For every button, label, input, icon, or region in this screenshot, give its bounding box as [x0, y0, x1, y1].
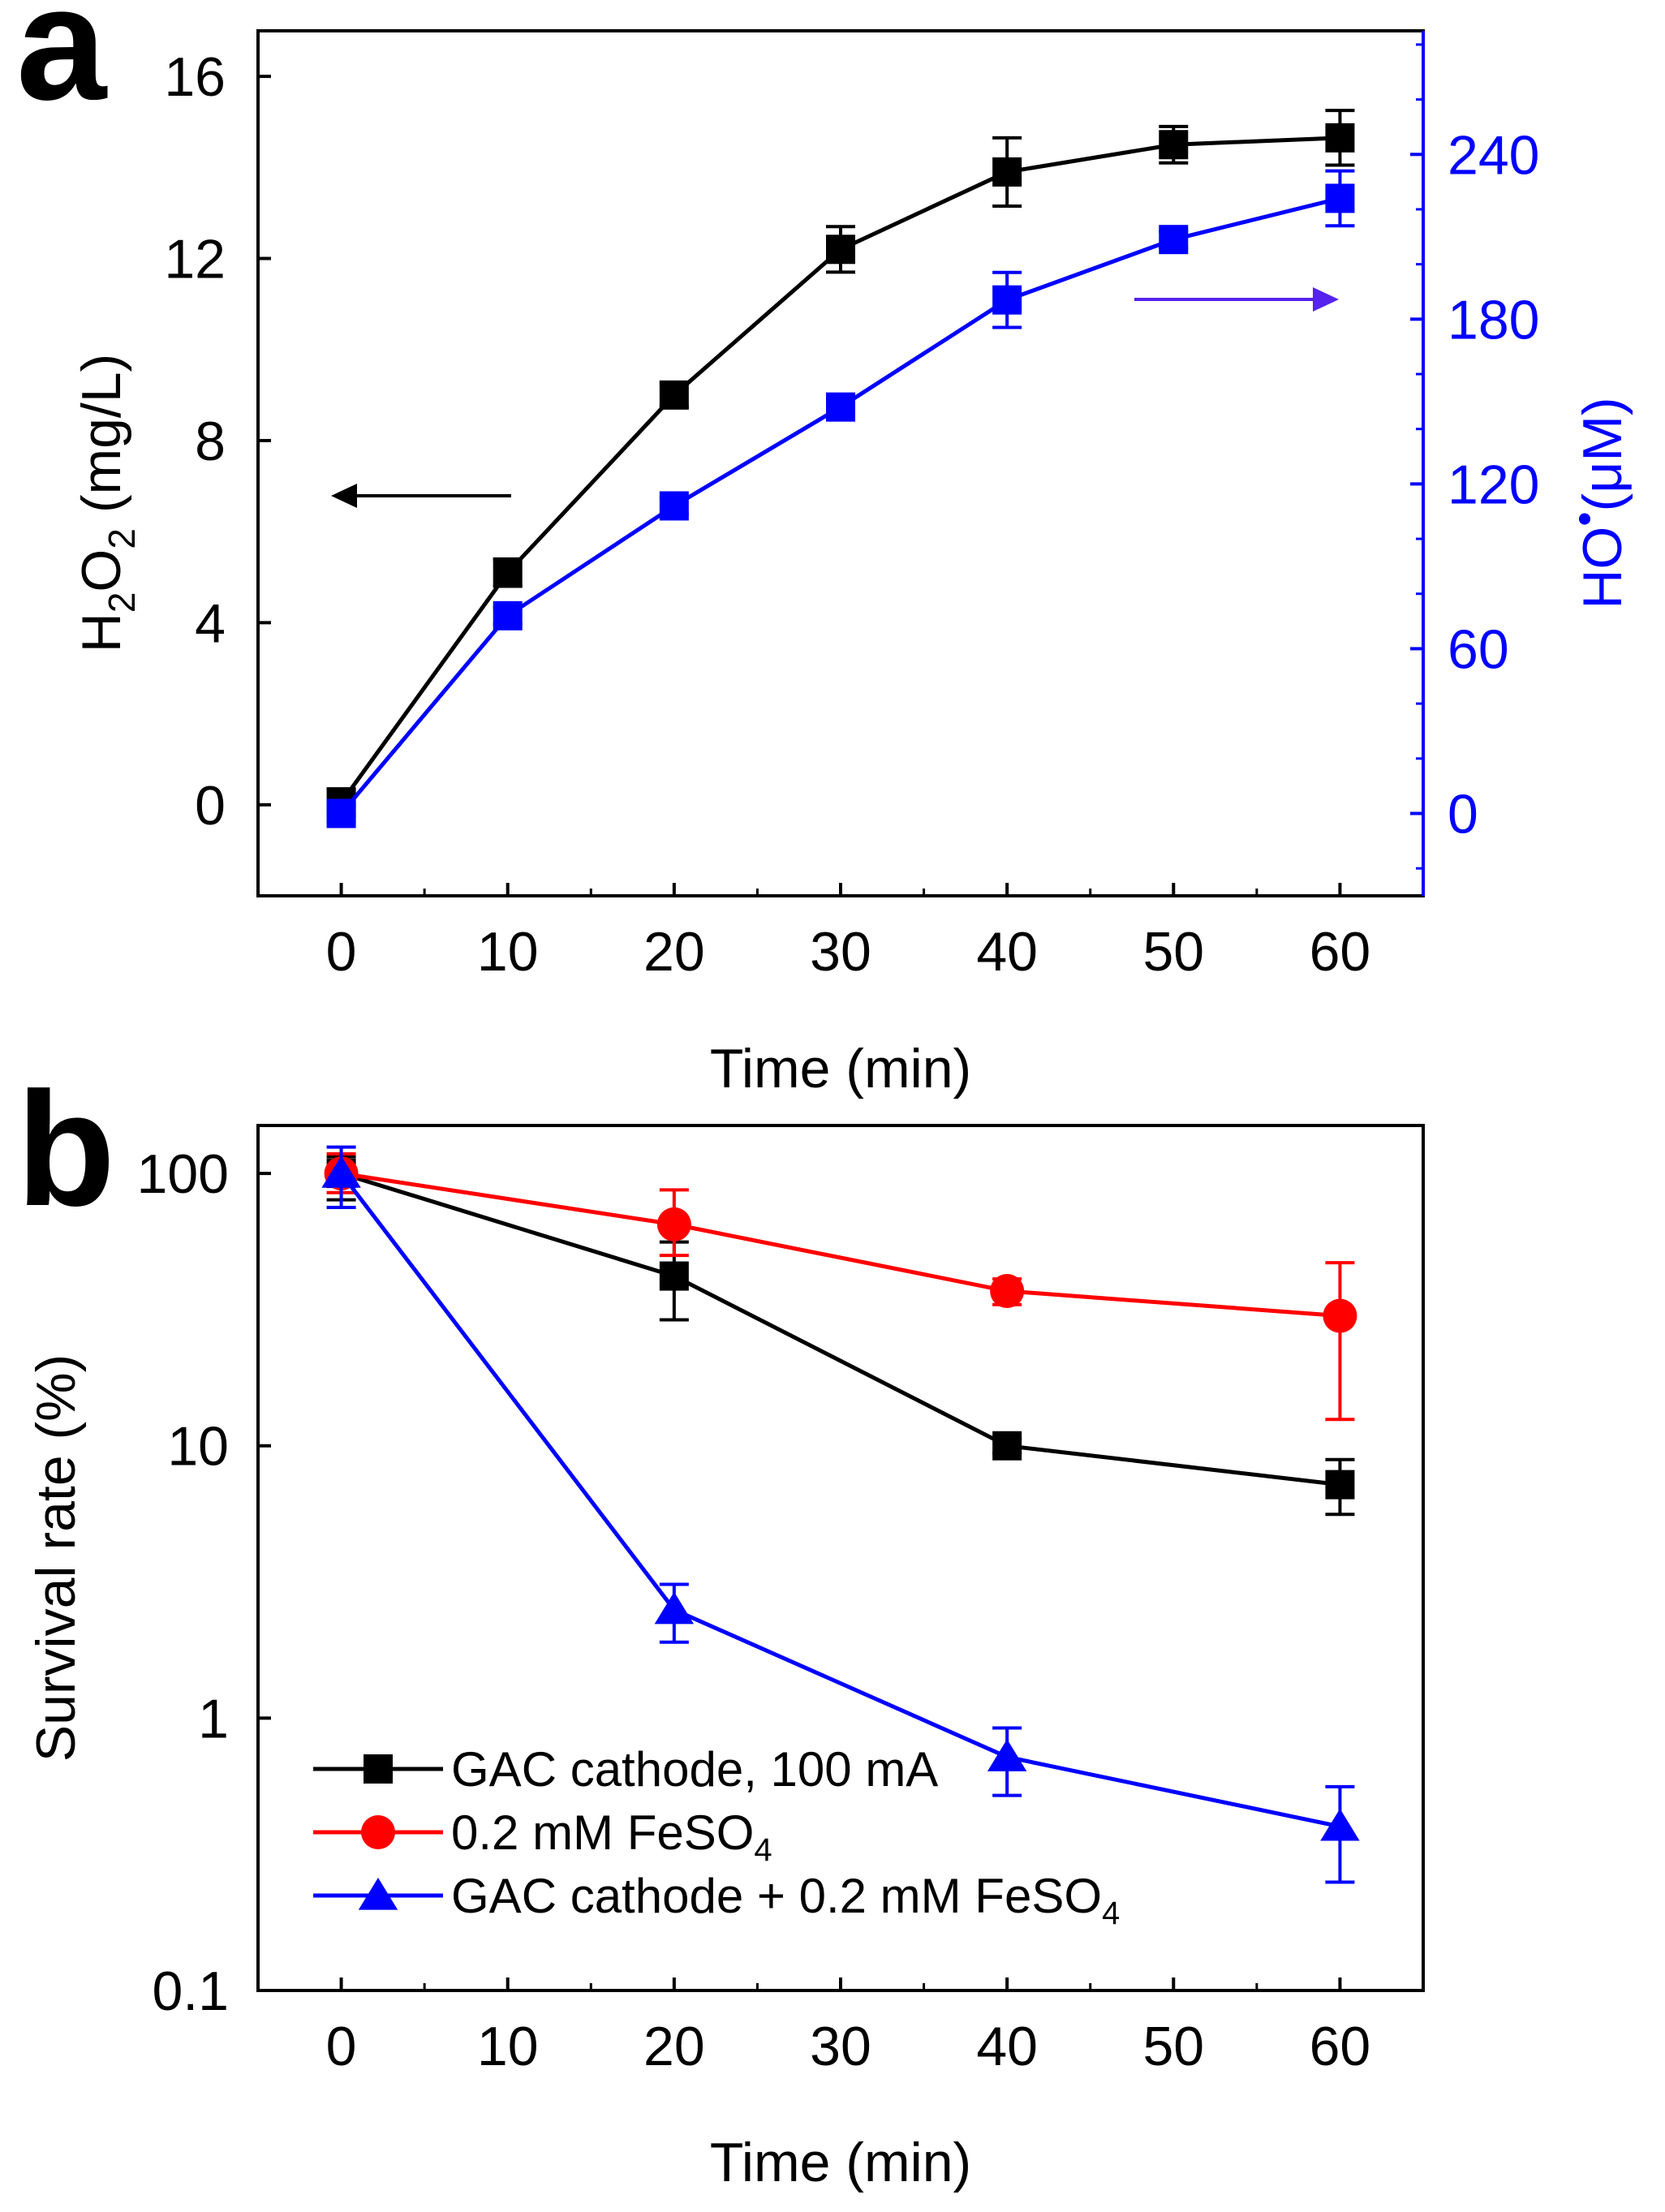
- x-axis-title-a: Time (min): [710, 1038, 971, 1100]
- y-right-tick-label: 120: [1448, 454, 1539, 515]
- data-point: [826, 392, 855, 422]
- data-point: [987, 1739, 1027, 1771]
- series-line-0: [340, 1171, 1340, 1487]
- plot-frame-b: [256, 1124, 1425, 1992]
- data-point: [992, 157, 1022, 187]
- data-point: [659, 380, 689, 410]
- y-right-tick-label: 240: [1448, 124, 1539, 186]
- data-point: [659, 491, 689, 521]
- series-group-a: [326, 109, 1355, 828]
- plot-frame-a: [256, 29, 1425, 897]
- data-point: [326, 798, 356, 828]
- legend-marker: [361, 1815, 395, 1849]
- x-tick-label: 30: [810, 921, 871, 983]
- y-tick-label: 100: [137, 1143, 229, 1205]
- x-tick-label: 0: [326, 921, 357, 983]
- panel-a: a 0 10 20 30 40 50 60 0 4 8 12 16 0 60 120 180 240 Tim…: [16, 0, 1633, 1100]
- data-point: [1325, 123, 1355, 153]
- data-point: [659, 1261, 689, 1291]
- y-axis-b: 0.1 1 10 100: [137, 1143, 271, 2022]
- y-left-tick-label: 12: [164, 229, 226, 290]
- data-point: [321, 1155, 361, 1188]
- x-axis-b: 0 10 20 30 40 50 60: [326, 1977, 1371, 2077]
- x-tick-label: 50: [1142, 921, 1204, 983]
- y-right-tick-label: 0: [1448, 783, 1478, 845]
- x-axis-title-b: Time (min): [710, 2132, 971, 2193]
- data-point: [1159, 130, 1189, 160]
- data-point: [992, 285, 1022, 315]
- y-right-tick-label: 60: [1448, 618, 1509, 680]
- x-tick-label: 40: [976, 921, 1038, 983]
- data-point: [990, 1274, 1025, 1309]
- x-tick-label: 10: [477, 921, 539, 983]
- right-arrow-icon: [1313, 287, 1339, 312]
- y-axis-right: 0 60 120 180 240: [1410, 43, 1539, 870]
- x-tick-label: 0: [326, 2016, 357, 2077]
- y-right-tick-label: 180: [1448, 289, 1539, 351]
- y-tick-label: 0.1: [152, 1960, 229, 2022]
- y-axis-left: 0 4 8 12 16: [164, 46, 271, 837]
- legend-marker: [358, 1878, 398, 1910]
- x-tick-label: 20: [643, 921, 705, 983]
- panel-b: b 0 10 20 30 40 50 60 0.1 1 10 100 GAC cathode, 1…: [16, 1059, 1425, 2193]
- data-point: [826, 235, 855, 265]
- x-tick-label: 50: [1142, 2016, 1204, 2077]
- legend-marker: [364, 1754, 393, 1784]
- series-group-b: [321, 1145, 1360, 1884]
- series-line-1: [341, 1171, 1340, 1319]
- series-line-2: [339, 1172, 1340, 1829]
- panel-label-a: a: [16, 0, 108, 134]
- y-axis-title-left: H2O2 (mg/L): [71, 354, 143, 653]
- data-point: [656, 1207, 691, 1242]
- y-tick-label: 1: [198, 1688, 229, 1749]
- data-point: [1325, 1470, 1355, 1500]
- x-axis-a: 0 10 20 30 40 50 60: [326, 883, 1371, 983]
- data-point: [493, 600, 523, 630]
- y-left-tick-label: 0: [195, 775, 226, 837]
- x-tick-label: 60: [1310, 2016, 1371, 2077]
- data-point: [493, 557, 523, 587]
- legend-label: 0.2 mM FeSO4: [451, 1805, 772, 1868]
- data-point: [992, 1431, 1022, 1461]
- data-point: [1320, 1808, 1360, 1841]
- x-tick-label: 30: [810, 2016, 871, 2077]
- y-left-tick-label: 16: [164, 46, 226, 108]
- left-arrow-icon: [331, 484, 357, 508]
- series-line-ho: [339, 196, 1341, 816]
- data-point: [1323, 1298, 1357, 1333]
- legend-label: GAC cathode, 100 mA: [451, 1742, 938, 1797]
- y-axis-title-b: Survival rate (%): [25, 1354, 87, 1762]
- data-point: [654, 1591, 695, 1625]
- data-point: [1325, 183, 1355, 213]
- data-point: [1159, 225, 1189, 255]
- y-axis-title-right: HO•(μM): [1561, 397, 1633, 609]
- y-left-tick-label: 4: [195, 592, 226, 654]
- x-tick-label: 10: [477, 2016, 539, 2077]
- y-left-tick-label: 8: [195, 411, 226, 472]
- y-tick-label: 10: [167, 1416, 229, 1478]
- error-bar: [1325, 1261, 1355, 1422]
- panel-label-b: b: [16, 1059, 115, 1240]
- x-tick-label: 60: [1310, 921, 1371, 983]
- x-tick-label: 40: [976, 2016, 1038, 2077]
- legend-label: GAC cathode + 0.2 mM FeSO4: [451, 1869, 1120, 1931]
- x-tick-label: 20: [643, 2016, 705, 2077]
